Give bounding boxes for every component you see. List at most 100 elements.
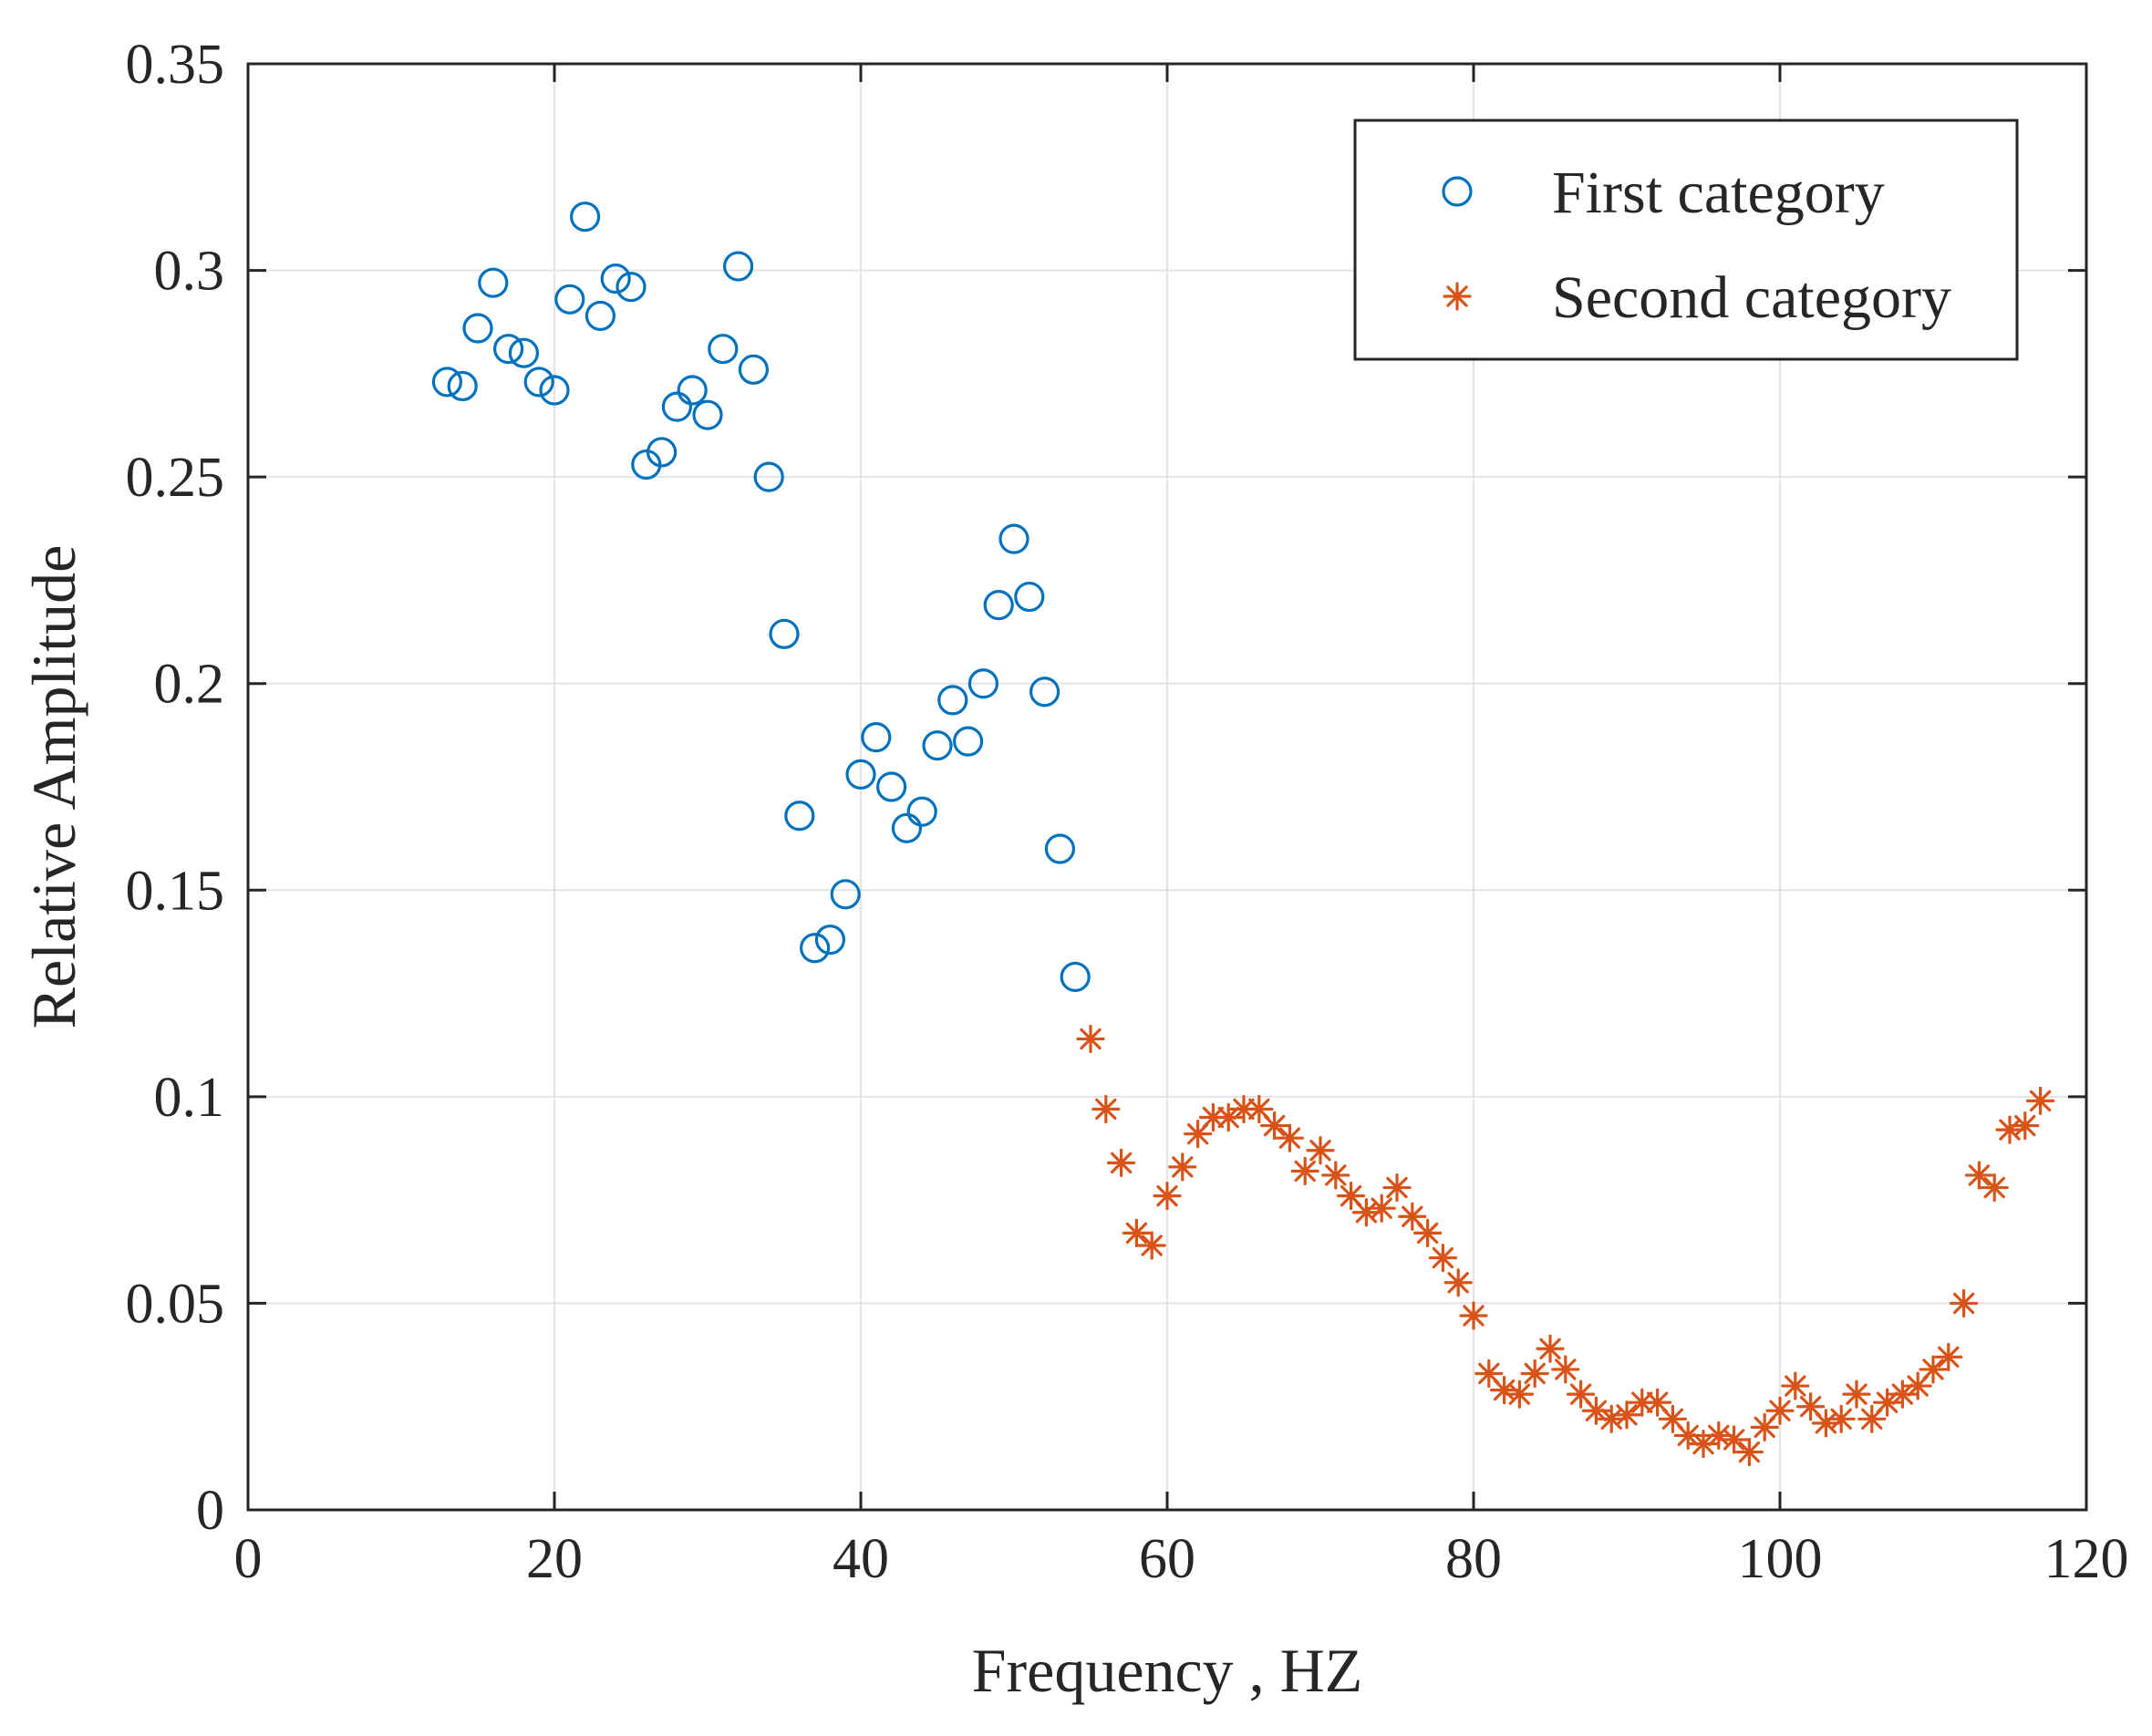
data-point [661, 391, 693, 422]
data-point [1398, 1202, 1427, 1231]
data-point [1612, 1400, 1641, 1430]
data-point [1734, 1437, 1764, 1467]
data-point [431, 367, 462, 398]
x-tick-label: 20 [526, 1528, 583, 1590]
x-tick-label: 60 [1139, 1528, 1195, 1590]
data-point [937, 685, 968, 716]
y-tick-label: 0.25 [126, 447, 225, 509]
data-point [585, 300, 616, 332]
data-point [462, 313, 493, 344]
data-point [1628, 1388, 1657, 1417]
data-point [1367, 1194, 1396, 1223]
data-point [906, 796, 937, 827]
data-point [769, 618, 800, 649]
data-point [1290, 1156, 1319, 1186]
y-tick-label: 0.1 [154, 1067, 225, 1129]
data-point [1336, 1182, 1366, 1211]
data-point [861, 722, 892, 753]
data-point [845, 759, 876, 790]
legend-circle-marker [1442, 176, 1473, 207]
data-point [1842, 1380, 1871, 1409]
data-point [722, 251, 754, 282]
data-point [646, 437, 678, 468]
data-point [1321, 1161, 1350, 1190]
data-point [753, 461, 784, 492]
data-point [1153, 1182, 1182, 1211]
data-point [1919, 1355, 1948, 1384]
data-point [1137, 1231, 1166, 1260]
data-point [799, 933, 831, 964]
data-point [692, 399, 723, 430]
data-point [1934, 1342, 1963, 1371]
y-tick-label: 0 [196, 1480, 224, 1542]
y-tick-label: 0.3 [154, 241, 225, 303]
data-point [554, 284, 585, 315]
data-point [784, 801, 815, 832]
data-point [998, 523, 1029, 554]
data-point [1459, 1301, 1488, 1330]
data-point [1122, 1218, 1152, 1247]
data-point [738, 354, 770, 385]
data-point [708, 334, 739, 365]
data-point [1964, 1161, 1993, 1190]
data-point [952, 726, 984, 757]
data-point [1505, 1380, 1535, 1409]
data-point [1029, 677, 1060, 708]
tick-layer: 0 20 40 60 80 100 120 0 0.05 0.1 0.15 0.2 0.25 0.3 0.3… [126, 34, 2129, 1590]
data-point [1106, 1148, 1136, 1177]
data-point [1536, 1334, 1565, 1363]
series-first-category [431, 202, 1091, 993]
legend-asterisk-marker [1443, 282, 1472, 311]
data-point [1551, 1355, 1580, 1384]
x-tick-label: 80 [1445, 1528, 1502, 1590]
y-axis-label: Relative Amplitude [19, 545, 88, 1029]
legend-marker-second-category [1443, 282, 1472, 311]
y-tick-label: 0.05 [126, 1273, 225, 1335]
x-tick-label: 120 [2044, 1528, 2129, 1590]
data-point [1428, 1243, 1458, 1273]
data-point [1275, 1123, 1305, 1152]
legend-box [1353, 119, 2019, 361]
data-point [1168, 1152, 1197, 1182]
data-point [1719, 1425, 1749, 1454]
data-point [1520, 1359, 1549, 1389]
x-axis-label: Frequency , HZ [972, 1636, 1363, 1705]
data-point [478, 267, 509, 298]
data-point [1689, 1429, 1718, 1459]
y-tick-label: 0.2 [154, 654, 225, 716]
data-point [523, 367, 554, 398]
data-point [891, 812, 923, 843]
data-point [1076, 1024, 1105, 1054]
data-point [1826, 1404, 1856, 1433]
data-point [1214, 1102, 1243, 1132]
data-point [508, 337, 540, 368]
legend-label-second-category: Second category [1552, 264, 1951, 331]
data-point [677, 375, 708, 406]
data-point [2011, 1111, 2040, 1141]
data-point [447, 370, 478, 402]
data-point [492, 334, 524, 365]
data-point [1014, 581, 1045, 613]
data-point [1092, 1094, 1121, 1124]
data-layer [431, 202, 2055, 1467]
data-point [1903, 1371, 1932, 1400]
data-point [922, 730, 953, 761]
legend-label-first-category: First category [1552, 160, 1885, 226]
data-point [1765, 1396, 1795, 1425]
data-point [983, 590, 1014, 621]
data-point [539, 375, 570, 406]
legend: First category Second category [1353, 119, 2019, 361]
data-point [1658, 1404, 1688, 1433]
x-tick-label: 40 [833, 1528, 889, 1590]
data-point [1781, 1371, 1810, 1400]
data-point [967, 668, 999, 699]
x-tick-label: 0 [234, 1528, 263, 1590]
series-second-category [1076, 1024, 2055, 1467]
data-point [1306, 1136, 1335, 1165]
data-point [616, 272, 647, 303]
data-point [1566, 1380, 1596, 1409]
data-point [600, 264, 631, 294]
data-point [1412, 1218, 1443, 1247]
